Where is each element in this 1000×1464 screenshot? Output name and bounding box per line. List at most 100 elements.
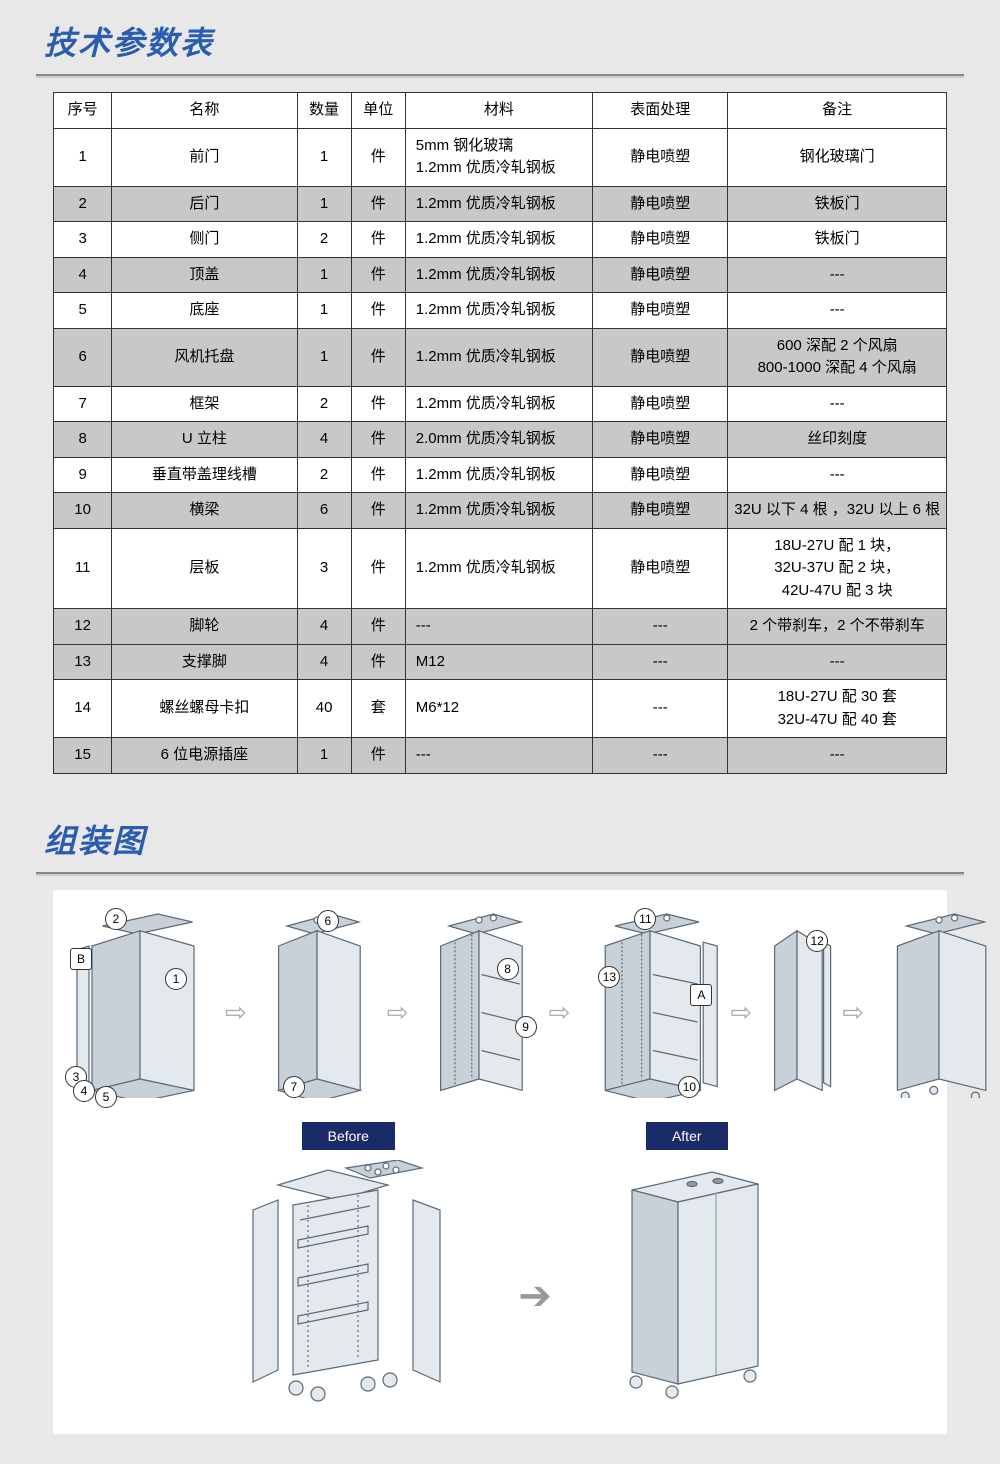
exploded-cabinet-icon <box>218 1160 478 1410</box>
cell-material: 1.2mm 优质冷轧钢板 <box>405 222 592 258</box>
cell-unit: 件 <box>351 222 405 258</box>
cell-name: 框架 <box>112 386 297 422</box>
table-row: 2后门1件1.2mm 优质冷轧钢板静电喷塑铁板门 <box>54 186 947 222</box>
cell-surface: 静电喷塑 <box>593 257 728 293</box>
cell-note: 600 深配 2 个风扇800-1000 深配 4 个风扇 <box>728 328 947 386</box>
arrow-right-icon: ⇨ <box>385 997 411 1098</box>
cell-name: 层板 <box>112 528 297 609</box>
cell-surface: --- <box>593 609 728 645</box>
cell-material: M12 <box>405 644 592 680</box>
cell-surface: 静电喷塑 <box>593 128 728 186</box>
stage-2: 67 <box>257 908 377 1098</box>
assembly-diagram: B21345⇨67⇨89⇨1113A10⇨12⇨ Before <box>53 890 947 1434</box>
arrow-right-icon: ⇨ <box>728 997 754 1098</box>
cell-note: --- <box>728 644 947 680</box>
cell-unit: 件 <box>351 257 405 293</box>
col-note: 备注 <box>728 93 947 129</box>
cell-seq: 4 <box>54 257 112 293</box>
cell-seq: 13 <box>54 644 112 680</box>
cell-surface: --- <box>593 644 728 680</box>
callout-9: 9 <box>515 1016 537 1038</box>
cell-seq: 5 <box>54 293 112 329</box>
cell-seq: 10 <box>54 493 112 529</box>
cell-note: 铁板门 <box>728 186 947 222</box>
cell-material: 2.0mm 优质冷轧钢板 <box>405 422 592 458</box>
cell-name: U 立柱 <box>112 422 297 458</box>
cell-seq: 3 <box>54 222 112 258</box>
cell-note: --- <box>728 386 947 422</box>
cell-surface: 静电喷塑 <box>593 457 728 493</box>
cell-material: 1.2mm 优质冷轧钢板 <box>405 186 592 222</box>
cell-material: 1.2mm 优质冷轧钢板 <box>405 493 592 529</box>
cell-qty: 1 <box>297 186 351 222</box>
cell-material: --- <box>405 738 592 774</box>
cell-unit: 件 <box>351 386 405 422</box>
cell-note: 18U-27U 配 30 套32U-47U 配 40 套 <box>728 680 947 738</box>
table-row: 156 位电源插座1件--------- <box>54 738 947 774</box>
cell-qty: 3 <box>297 528 351 609</box>
arrow-right-icon: ⇨ <box>223 997 249 1098</box>
cell-seq: 2 <box>54 186 112 222</box>
cell-unit: 件 <box>351 528 405 609</box>
cell-unit: 套 <box>351 680 405 738</box>
cell-note: --- <box>728 738 947 774</box>
cell-material: 1.2mm 优质冷轧钢板 <box>405 528 592 609</box>
stage-5: 12 <box>762 908 832 1098</box>
callout-8: 8 <box>497 958 519 980</box>
cell-name: 后门 <box>112 186 297 222</box>
cell-unit: 件 <box>351 609 405 645</box>
callout-2: 2 <box>105 908 127 930</box>
cell-name: 前门 <box>112 128 297 186</box>
col-surf: 表面处理 <box>593 93 728 129</box>
cell-qty: 2 <box>297 386 351 422</box>
cell-note: 钢化玻璃门 <box>728 128 947 186</box>
cell-note: --- <box>728 457 947 493</box>
callout-5: 5 <box>95 1086 117 1108</box>
callout-12: 12 <box>806 930 828 952</box>
cell-surface: 静电喷塑 <box>593 293 728 329</box>
cell-material: 1.2mm 优质冷轧钢板 <box>405 293 592 329</box>
cell-material: 1.2mm 优质冷轧钢板 <box>405 457 592 493</box>
divider-2 <box>36 872 964 876</box>
cell-name: 横梁 <box>112 493 297 529</box>
table-row: 13支撑脚4件M12------ <box>54 644 947 680</box>
cell-material: 1.2mm 优质冷轧钢板 <box>405 257 592 293</box>
callout-13: 13 <box>598 966 620 988</box>
cell-surface: 静电喷塑 <box>593 186 728 222</box>
table-row: 9垂直带盖理线槽2件1.2mm 优质冷轧钢板静电喷塑--- <box>54 457 947 493</box>
cell-name: 6 位电源插座 <box>112 738 297 774</box>
cell-seq: 15 <box>54 738 112 774</box>
cell-seq: 7 <box>54 386 112 422</box>
cell-name: 底座 <box>112 293 297 329</box>
cell-material: --- <box>405 609 592 645</box>
col-mat: 材料 <box>405 93 592 129</box>
cell-name: 顶盖 <box>112 257 297 293</box>
table-row: 5底座1件1.2mm 优质冷轧钢板静电喷塑--- <box>54 293 947 329</box>
arrow-right-icon: ⇨ <box>547 997 573 1098</box>
cell-seq: 1 <box>54 128 112 186</box>
cell-note: 18U-27U 配 1 块，32U-37U 配 2 块，42U-47U 配 3 … <box>728 528 947 609</box>
cell-unit: 件 <box>351 644 405 680</box>
cell-surface: --- <box>593 680 728 738</box>
assembly-title: 组装图 <box>0 798 1000 872</box>
callout-11: 11 <box>634 908 656 930</box>
table-row: 14螺丝螺母卡扣40套M6*12---18U-27U 配 30 套32U-47U… <box>54 680 947 738</box>
badge-after: After <box>646 1122 728 1150</box>
table-row: 10横梁6件1.2mm 优质冷轧钢板静电喷塑32U 以下 4 根 ，32U 以上… <box>54 493 947 529</box>
cell-note: 丝印刻度 <box>728 422 947 458</box>
cell-seq: 9 <box>54 457 112 493</box>
cell-qty: 1 <box>297 128 351 186</box>
cell-note: --- <box>728 293 947 329</box>
cell-surface: 静电喷塑 <box>593 528 728 609</box>
cell-qty: 4 <box>297 644 351 680</box>
cell-note: 32U 以下 4 根 ，32U 以上 6 根 <box>728 493 947 529</box>
cell-surface: --- <box>593 738 728 774</box>
cell-unit: 件 <box>351 493 405 529</box>
cell-material: M6*12 <box>405 680 592 738</box>
cell-unit: 件 <box>351 738 405 774</box>
cell-qty: 2 <box>297 222 351 258</box>
cell-name: 侧门 <box>112 222 297 258</box>
cell-seq: 12 <box>54 609 112 645</box>
cell-seq: 6 <box>54 328 112 386</box>
stage-1: B21345 <box>65 908 215 1098</box>
